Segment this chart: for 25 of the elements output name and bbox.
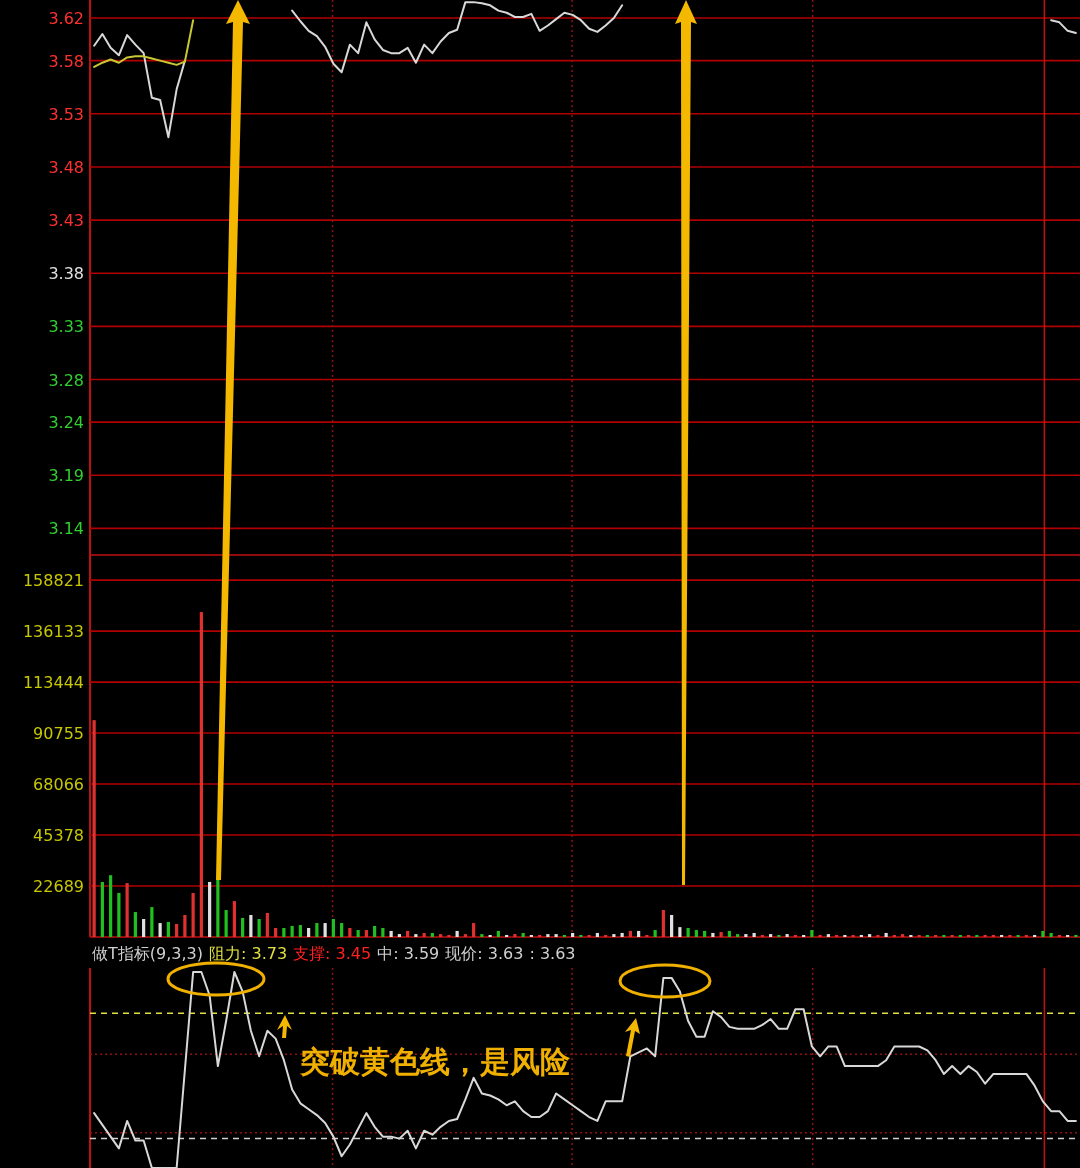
y-tick-label: 3.33 xyxy=(48,317,84,337)
y-tick-label: 68066 xyxy=(33,775,84,795)
y-tick-label: 3.53 xyxy=(48,104,84,124)
text: 做T指标(9,3,3) xyxy=(92,944,203,963)
text: 中: 3.59 xyxy=(377,944,440,963)
y-tick-label: 90755 xyxy=(33,724,84,744)
y-tick-label: 3.38 xyxy=(48,264,84,284)
y-tick-label: 3.62 xyxy=(48,9,84,29)
y-tick-label: 3.19 xyxy=(48,466,84,486)
y-tick-label: 113444 xyxy=(22,673,84,693)
y-tick-label: 3.28 xyxy=(48,370,84,390)
y-tick-label: 22689 xyxy=(33,877,84,897)
y-tick-label: 136133 xyxy=(22,622,84,642)
text: 现价: 3.63 xyxy=(445,944,524,963)
annotation: 突破黄色线，是风险 xyxy=(299,1044,571,1079)
y-tick-label: 3.14 xyxy=(48,519,84,539)
y-tick-label: 3.58 xyxy=(48,51,84,71)
y-tick-label: 3.24 xyxy=(48,413,84,433)
y-tick-label: 3.48 xyxy=(48,157,84,177)
text: : 3.63 xyxy=(529,944,576,963)
text: 支撑: 3.45 xyxy=(293,944,372,963)
text: 阻力: 3.73 xyxy=(208,944,288,963)
y-tick-label: 45378 xyxy=(33,826,84,846)
y-tick-label: 3.43 xyxy=(48,211,84,231)
y-tick-label: 158821 xyxy=(22,571,84,591)
